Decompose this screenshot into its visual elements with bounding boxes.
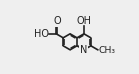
Text: N: N [80, 45, 88, 55]
Text: O: O [53, 16, 61, 26]
Text: CH₃: CH₃ [98, 46, 115, 55]
Text: OH: OH [77, 16, 92, 26]
Text: HO: HO [34, 29, 49, 39]
